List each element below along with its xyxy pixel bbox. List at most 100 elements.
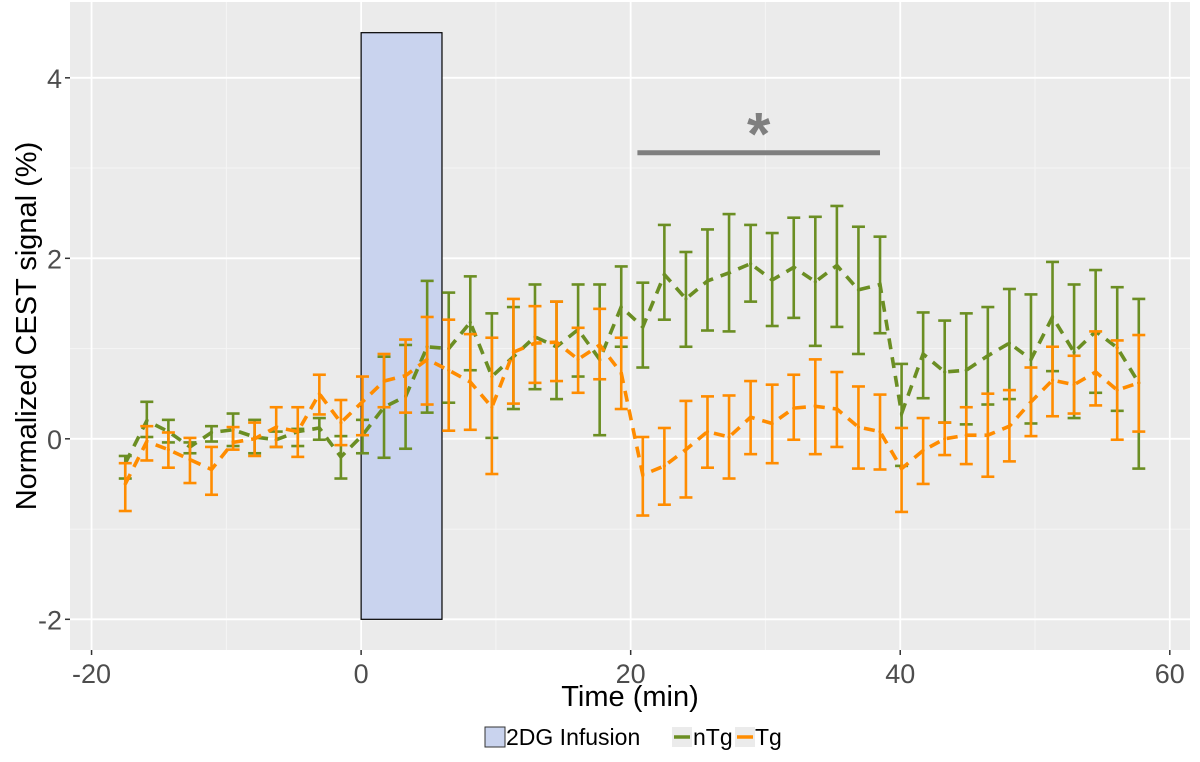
data-point: [619, 371, 623, 375]
data-point: [749, 415, 753, 419]
data-point: [1007, 424, 1011, 428]
data-point: [921, 448, 925, 453]
data-point: [662, 272, 666, 277]
y-tick-label: 2: [47, 244, 62, 274]
data-point: [468, 320, 472, 324]
data-point: [1072, 350, 1076, 354]
data-point: [662, 464, 666, 468]
y-axis-title: Normalized CEST signal (%): [11, 142, 43, 511]
data-point: [964, 368, 968, 372]
data-point: [986, 433, 990, 437]
series-line-tg: [123, 340, 1140, 485]
data-point: [339, 420, 343, 425]
data-point: [899, 411, 904, 416]
y-tick-label: 0: [47, 425, 62, 455]
data-point: [253, 437, 257, 441]
data-point: [1137, 381, 1141, 385]
y-tick-label: -2: [38, 605, 62, 635]
x-tick-label: 20: [616, 659, 646, 689]
data-point: [382, 379, 386, 383]
data-point: [468, 380, 472, 384]
series-tg: [118, 297, 1146, 517]
significance-star: *: [747, 101, 771, 168]
data-point: [554, 340, 559, 344]
data-point: [856, 425, 861, 429]
legend-key-infusion: [484, 726, 506, 748]
y-tick-label: 4: [47, 64, 62, 94]
legend-label-infusion: 2DG Infusion: [506, 724, 640, 750]
data-point: [641, 473, 645, 477]
data-point: [1115, 388, 1119, 392]
data-point: [317, 426, 321, 430]
data-point: [878, 282, 882, 287]
data-point: [296, 429, 300, 434]
x-tick-label: -20: [72, 659, 111, 689]
data-point: [598, 343, 602, 347]
data-point: [511, 350, 516, 354]
data-point: [899, 466, 904, 471]
data-point: [792, 406, 796, 410]
data-point: [123, 482, 127, 486]
data-point: [943, 437, 947, 441]
data-point: [727, 271, 731, 275]
data-point: [403, 374, 408, 378]
data-point: [1007, 341, 1011, 345]
data-point: [1072, 383, 1076, 387]
data-point: [749, 262, 753, 266]
x-tick-label: 60: [1155, 659, 1185, 689]
data-point: [964, 433, 968, 437]
x-tick-label: 40: [885, 659, 915, 689]
data-point: [490, 405, 494, 409]
series-layer: [118, 204, 1146, 517]
data-point: [813, 280, 817, 284]
data-point: [986, 354, 990, 358]
data-point: [684, 448, 688, 452]
data-point: [231, 440, 235, 445]
series-line-ntg: [123, 261, 1141, 465]
data-point: [792, 265, 796, 269]
data-point: [619, 305, 623, 309]
data-point: [209, 467, 214, 472]
data-point: [1050, 378, 1055, 382]
data-point: [921, 352, 925, 356]
data-point: [1050, 315, 1055, 319]
data-point: [943, 370, 947, 374]
data-point: [770, 278, 774, 282]
data-point: [835, 407, 839, 411]
data-point: [447, 368, 451, 372]
significance-annotation: *: [637, 101, 881, 168]
data-point: [360, 400, 365, 404]
data-point: [1029, 400, 1033, 404]
data-point: [1094, 370, 1098, 374]
data-point: [533, 341, 537, 345]
data-point: [145, 419, 149, 423]
data-point: [425, 357, 429, 361]
data-point: [317, 392, 321, 396]
data-point: [339, 455, 343, 459]
data-point: [684, 297, 688, 301]
infusion-region: [360, 32, 443, 620]
legend-label-ntg: nTg: [693, 724, 733, 750]
data-point: [835, 263, 839, 268]
data-point: [727, 435, 731, 439]
data-point: [813, 404, 817, 408]
data-point: [705, 279, 710, 283]
data-point: [145, 439, 149, 444]
data-point: [878, 429, 882, 434]
x-tick-label: 0: [354, 659, 369, 689]
legend-label-tg: Tg: [755, 724, 782, 750]
data-point: [576, 357, 580, 361]
x-axis-title: Time (min): [561, 681, 698, 713]
legend: 2DG Infusion nTg Tg: [484, 724, 782, 750]
data-point: [1029, 357, 1033, 361]
data-point: [770, 421, 774, 426]
data-point: [856, 288, 861, 292]
data-point: [166, 448, 170, 452]
data-point: [209, 430, 214, 435]
data-point: [274, 425, 278, 429]
data-point: [641, 325, 645, 329]
data-point: [188, 457, 192, 462]
infusion-bar: [360, 32, 443, 620]
